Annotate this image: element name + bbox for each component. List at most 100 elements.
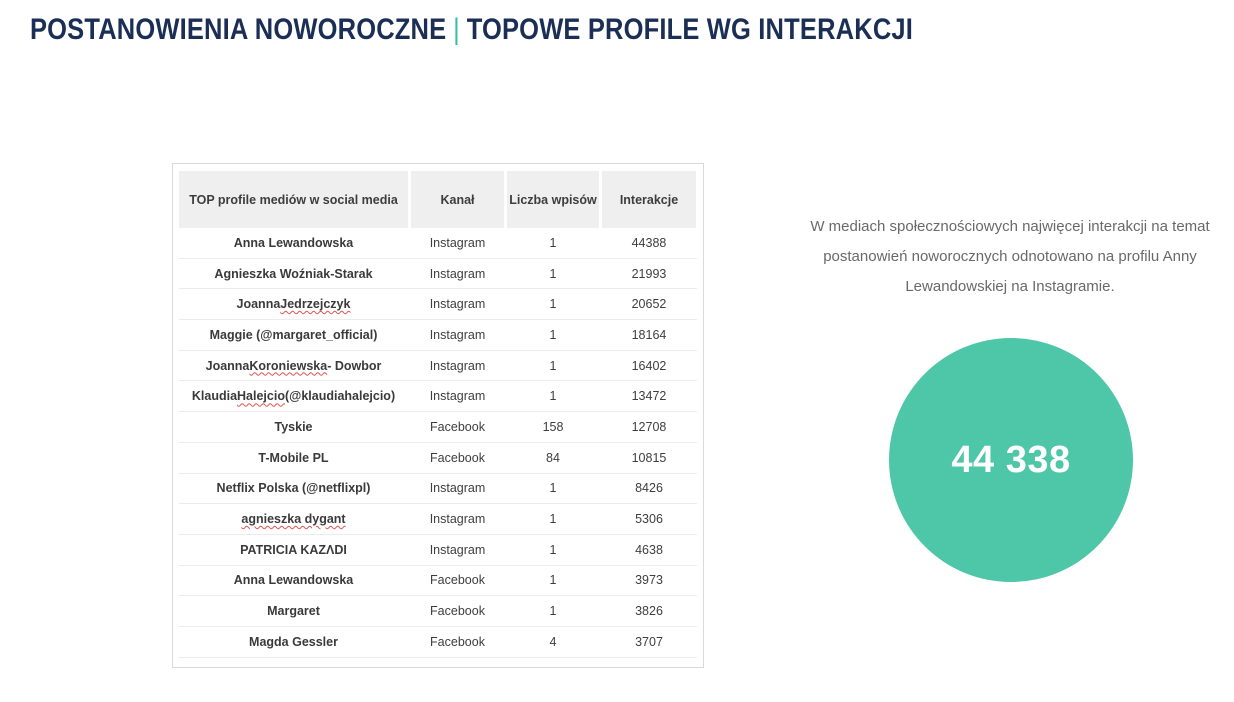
profile-name-cell: Maggie (@margaret_official) [179,320,408,350]
posts-count-cell: 1 [549,297,557,312]
interactions-cell: 10815 [631,450,667,465]
channel-cell: Instagram [429,297,486,312]
interactions-cell: 4638 [635,542,663,557]
table-row: Margaret Facebook 1 3826 [179,596,697,627]
name-text: Netflix Polska (@netflixpl) [216,481,371,496]
table-row: Tyskie Facebook 158 12708 [179,412,697,443]
name-text: Klaudia [191,389,238,404]
channel-cell: Facebook [430,634,485,649]
interactions-cell: 3707 [635,634,663,649]
table-row: Joanna Jedrzejczyk Instagram 1 20652 [179,289,697,321]
channel-cell: Instagram [429,389,486,404]
title-subtitle: TOPOWE PROFILE WG INTERAKCJI [466,13,914,46]
table-row: PATRICIA KAZΛDI Instagram 1 4638 [179,535,697,566]
summary-line: postanowień noworocznych odnotowano na p… [823,248,1197,265]
table-header-row: TOP profile mediów w social media Kanał … [179,171,697,228]
channel-cell: Facebook [430,604,485,619]
channel-cell: Facebook [430,573,485,588]
name-text: Magda Gessler [249,634,338,649]
profile-name-cell: PATRICIA KAZΛDI [179,535,408,565]
channel-cell: Instagram [429,358,486,373]
table-row: Klaudia Halejcio (@klaudiahalejcio) Insta… [179,381,697,413]
header-profile: TOP profile mediów w social media [179,171,408,228]
header-channel: Kanał [411,171,504,228]
profile-name-cell: Joanna Jedrzejczyk [179,289,408,319]
profile-name-cell: Tyskie [179,412,408,442]
profile-name-cell: T-Mobile PL [179,443,408,473]
top-profiles-table: TOP profile mediów w social media Kanał … [172,163,704,668]
channel-cell: Instagram [429,327,486,342]
profile-name-cell: Margaret [179,596,408,626]
name-text: Anna Lewandowska [233,235,354,250]
table-row: Joanna Koroniewska - Dowbor Instagram 1 164… [179,351,697,382]
posts-count-cell: 1 [549,573,557,588]
channel-cell: Instagram [429,266,486,281]
channel-cell: Facebook [430,419,485,434]
channel-cell: Instagram [429,481,486,496]
table-row: Anna Lewandowska Instagram 1 44388 [179,228,697,259]
interactions-cell: 18164 [631,327,667,342]
name-text: T-Mobile PL [258,450,329,465]
interactions-cell: 12708 [631,419,667,434]
header-interactions: Interakcje [602,171,696,228]
profile-name-cell: Joanna Koroniewska - Dowbor [179,351,408,381]
interactions-cell: 44388 [631,235,667,250]
interactions-cell: 16402 [631,358,667,373]
posts-count-cell: 1 [549,542,557,557]
profile-name-cell: Klaudia Halejcio (@klaudiahalejcio) [179,381,408,411]
table-row: Anna Lewandowska Facebook 1 3973 [179,566,697,597]
interactions-bubble: 44 338 [889,338,1133,582]
name-text: Joanna [205,358,250,373]
name-text: (@klaudiahalejcio) [284,389,396,404]
name-text: Agnieszka Woźniak-Starak [214,266,373,281]
name-text: Maggie (@margaret_official) [209,327,378,342]
interactions-cell: 3826 [635,604,663,619]
name-text: - Dowbor [327,358,382,373]
posts-count-cell: 1 [549,235,557,250]
name-text: Tyskie [274,419,313,434]
interactions-cell: 20652 [631,297,667,312]
channel-cell: Instagram [429,512,486,527]
channel-cell: Instagram [429,542,486,557]
interactions-cell: 21993 [631,266,667,281]
profile-name-cell: Agnieszka Woźniak-Starak [179,259,408,289]
title-topic: POSTANOWIENIA NOWOROCZNE [30,13,447,46]
posts-count-cell: 1 [549,512,557,527]
misspelled-word: Koroniewska [249,358,328,373]
header-posts-count: Liczba wpisów [507,171,599,228]
name-text: Anna Lewandowska [233,573,354,588]
posts-count-cell: 84 [546,450,560,465]
posts-count-cell: 1 [549,604,557,619]
name-text: Margaret [267,604,320,619]
channel-cell: Instagram [429,235,486,250]
profile-name-cell: agnieszka dygant [179,504,408,534]
summary-text: W mediach społecznościowych najwięcej in… [795,212,1225,302]
posts-count-cell: 4 [549,634,557,649]
table-row: Agnieszka Woźniak-Starak Instagram 1 21993 [179,259,697,290]
misspelled-word: agnieszka dygant [241,512,346,527]
summary-line: Lewandowskiej na Instagramie. [905,278,1115,295]
interactions-value: 44 338 [951,438,1071,481]
title-separator: | [453,13,460,46]
page-title: POSTANOWIENIA NOWOROCZNE | TOPOWE PROFILE … [30,13,913,47]
posts-count-cell: 1 [549,266,557,281]
table-row: Magda Gessler Facebook 4 3707 [179,627,697,658]
interactions-cell: 8426 [635,481,663,496]
profile-name-cell: Anna Lewandowska [179,566,408,596]
table-row: agnieszka dygant Instagram 1 5306 [179,504,697,535]
interactions-cell: 13472 [631,389,667,404]
table-row: T-Mobile PL Facebook 84 10815 [179,443,697,474]
name-text: Joanna [236,297,281,312]
posts-count-cell: 1 [549,481,557,496]
profile-name-cell: Anna Lewandowska [179,228,408,258]
misspelled-word: Jedrzejczyk [280,297,351,312]
posts-count-cell: 158 [542,419,564,434]
table-body: Anna Lewandowska Instagram 1 44388 Agnieszka… [179,228,697,658]
profile-name-cell: Magda Gessler [179,627,408,657]
name-text: PATRICIA KAZΛDI [240,542,347,557]
misspelled-word: Halejcio [237,389,285,404]
profile-name-cell: Netflix Polska (@netflixpl) [179,474,408,504]
interactions-cell: 3973 [635,573,663,588]
channel-cell: Facebook [430,450,485,465]
interactions-cell: 5306 [635,512,663,527]
